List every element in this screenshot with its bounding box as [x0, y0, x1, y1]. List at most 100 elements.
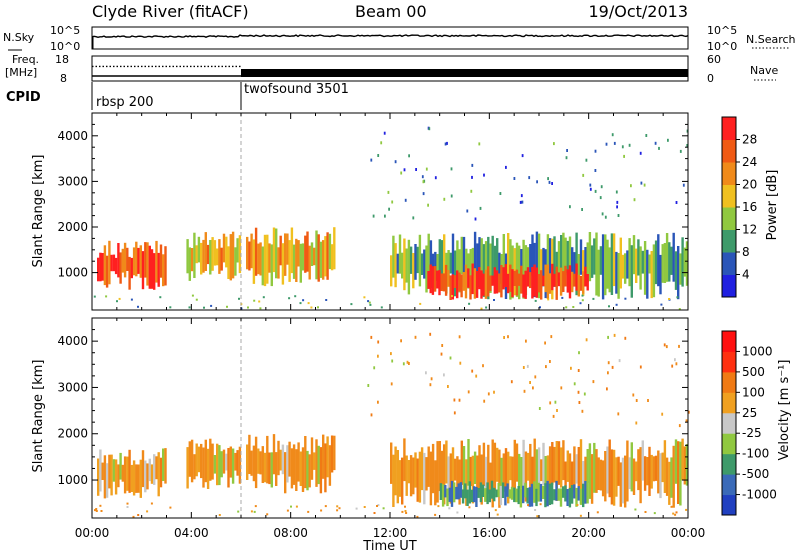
data-cell: [539, 483, 543, 502]
data-cell: [674, 513, 677, 516]
data-cell: [456, 240, 459, 281]
data-cell: [250, 450, 253, 476]
data-cell: [581, 299, 584, 302]
data-cell: [220, 247, 223, 271]
data-cell: [590, 454, 594, 504]
data-cell: [401, 457, 404, 505]
data-cell: [462, 272, 465, 291]
data-cell: [418, 451, 422, 503]
data-cell: [562, 440, 565, 481]
data-cell: [148, 245, 151, 289]
data-cell: [400, 339, 402, 343]
data-cell: [507, 233, 510, 293]
data-cell: [564, 237, 567, 276]
data-cell: [604, 451, 607, 502]
data-cell: [589, 187, 592, 191]
data-cell: [459, 482, 463, 498]
data-cell: [427, 203, 429, 207]
data-cell: [579, 488, 583, 505]
data-cell: [582, 483, 585, 508]
data-cell: [394, 160, 397, 164]
data-cell: [571, 461, 574, 489]
data-cell: [498, 252, 501, 284]
data-cell: [114, 257, 118, 275]
colorbar-tick-label: 100: [742, 385, 765, 399]
data-cell: [592, 297, 595, 300]
data-cell: [396, 253, 399, 274]
data-cell: [608, 305, 610, 308]
data-cell: [635, 421, 638, 425]
data-cell: [510, 486, 514, 500]
data-cell: [544, 483, 547, 508]
data-cell: [137, 464, 140, 493]
data-cell: [195, 298, 198, 301]
data-cell: [466, 489, 469, 506]
data-cell: [484, 241, 488, 296]
data-cell: [248, 434, 251, 474]
y-tick-label: 4000: [57, 334, 88, 348]
data-cell: [615, 190, 618, 194]
data-cell: [306, 231, 309, 272]
data-cell: [471, 369, 474, 373]
data-cell: [565, 306, 568, 309]
data-cell: [458, 335, 461, 339]
data-cell: [480, 454, 483, 505]
data-cell: [458, 459, 461, 505]
data-cell: [481, 484, 485, 497]
data-cell: [336, 505, 339, 508]
data-cell: [105, 255, 109, 288]
data-cell: [326, 232, 329, 280]
data-cell: [209, 240, 212, 275]
data-cell: [315, 230, 318, 280]
data-cell: [536, 515, 539, 518]
data-cell: [548, 238, 552, 275]
colorbar-tick-label: 500: [742, 365, 765, 379]
data-cell: [681, 438, 684, 481]
data-cell: [619, 462, 622, 507]
data-cell: [121, 464, 124, 482]
data-cell: [186, 447, 189, 489]
data-cell: [290, 448, 294, 489]
data-cell: [377, 400, 379, 404]
data-cell: [499, 485, 503, 506]
data-cell: [560, 386, 563, 390]
data-cell: [644, 511, 647, 513]
data-cell: [447, 456, 450, 495]
data-cell: [191, 294, 194, 297]
data-cell: [632, 235, 636, 275]
noise-left-tick-bottom: 10^0: [50, 40, 80, 53]
data-cell: [203, 306, 205, 309]
data-cell: [382, 507, 385, 510]
data-cell: [535, 488, 538, 507]
data-cell: [299, 302, 302, 305]
data-cell: [540, 270, 543, 300]
data-cell: [418, 234, 422, 287]
data-cell: [589, 183, 592, 187]
data-cell: [524, 451, 528, 502]
data-cell: [465, 248, 468, 274]
colorbar-tick-label: 4: [742, 268, 750, 282]
data-cell: [159, 296, 162, 299]
data-cell: [405, 455, 408, 496]
data-cell: [377, 504, 380, 507]
data-cell: [499, 192, 502, 195]
data-cell: [441, 484, 445, 507]
data-cell: [654, 455, 658, 481]
data-cell: [304, 436, 307, 489]
data-cell: [607, 361, 610, 365]
colorbar-tick-label: -1000: [742, 488, 777, 502]
data-cell: [657, 234, 660, 287]
data-cell: [491, 439, 494, 508]
data-cell: [429, 383, 432, 387]
data-cell: [277, 440, 280, 476]
data-cell: [546, 234, 550, 292]
data-cell: [615, 251, 618, 294]
data-cell: [551, 263, 554, 291]
data-cell: [520, 249, 523, 277]
data-cell: [568, 453, 572, 500]
data-cell: [306, 450, 309, 491]
data-cell: [538, 407, 541, 410]
data-cell: [412, 253, 415, 289]
data-cell: [676, 296, 679, 299]
